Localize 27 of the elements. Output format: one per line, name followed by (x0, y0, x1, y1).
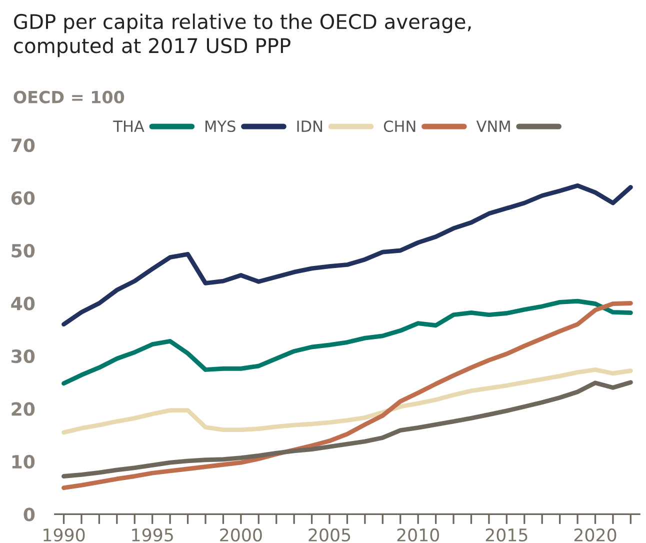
y-tick-label: 20 (12, 402, 35, 416)
y-tick-label: 70 (12, 138, 35, 152)
y-tick-label: 60 (11, 191, 35, 205)
x-tick-label: 2010 (397, 528, 440, 542)
y-tick-label: 30 (12, 349, 35, 364)
x-tick-label: 2020 (574, 528, 616, 542)
y-axis-title: OECD = 100 (14, 90, 124, 104)
legend-label: VNM (476, 120, 510, 132)
line-series (62, 380, 633, 478)
chart-title: GDP per capita relative to the OECD average, computed at 2017 USD PPP (14, 14, 471, 58)
legend-label: CHN (384, 120, 416, 132)
x-tick-label: 2015 (486, 528, 528, 542)
legend-label: IDN (297, 120, 322, 132)
line-series (62, 367, 633, 435)
line-series (62, 301, 633, 490)
y-tick-label: 10 (12, 454, 35, 469)
x-tick-label: 1995 (132, 528, 173, 542)
x-tick-label: 1990 (44, 528, 85, 542)
line-series (62, 298, 633, 386)
x-tick-label: 2000 (220, 528, 262, 542)
legend-label: THA (113, 120, 144, 132)
x-tick-label: 2005 (308, 528, 350, 542)
y-tick-label: 0 (24, 508, 35, 522)
legend-label: MYS (206, 120, 236, 132)
y-tick-label: 50 (12, 244, 35, 258)
line-series (62, 183, 633, 327)
y-tick-label: 40 (11, 296, 35, 310)
